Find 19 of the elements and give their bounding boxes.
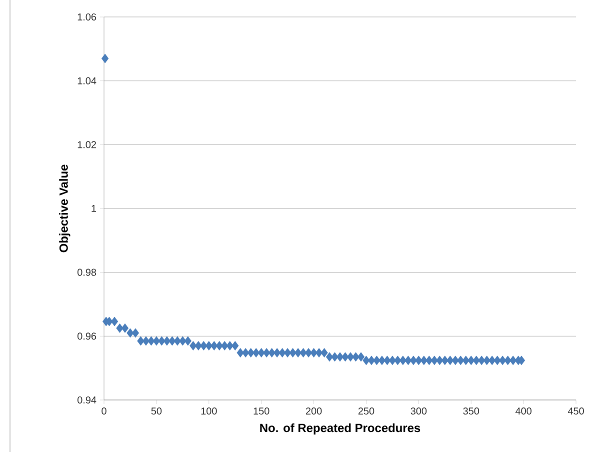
x-tick-label: 350 bbox=[463, 408, 480, 415]
y-tick-label: 1 bbox=[92, 205, 96, 212]
x-tick-label: 0 bbox=[102, 408, 106, 415]
y-tick-label: 1.06 bbox=[78, 13, 96, 21]
x-tick-label: 250 bbox=[358, 408, 374, 415]
x-tick-label: 400 bbox=[515, 408, 532, 415]
y-tick-label: 0.98 bbox=[77, 268, 96, 276]
x-tick-label: 450 bbox=[568, 408, 584, 415]
y-axis-title: Objective Value bbox=[59, 164, 70, 252]
y-tick-label: 1.02 bbox=[78, 141, 96, 148]
x-axis-title: No. of Repeated Procedures bbox=[260, 423, 420, 435]
x-tick-label: 200 bbox=[306, 408, 322, 415]
x-tick-label: 100 bbox=[201, 408, 217, 415]
y-tick-label: 0.94 bbox=[77, 396, 96, 404]
x-tick-label: 300 bbox=[410, 408, 427, 415]
y-tick-label: 1.04 bbox=[78, 77, 96, 84]
x-tick-label: 50 bbox=[151, 408, 162, 415]
y-tick-label: 0.96 bbox=[77, 332, 96, 340]
x-tick-label: 150 bbox=[254, 408, 270, 415]
